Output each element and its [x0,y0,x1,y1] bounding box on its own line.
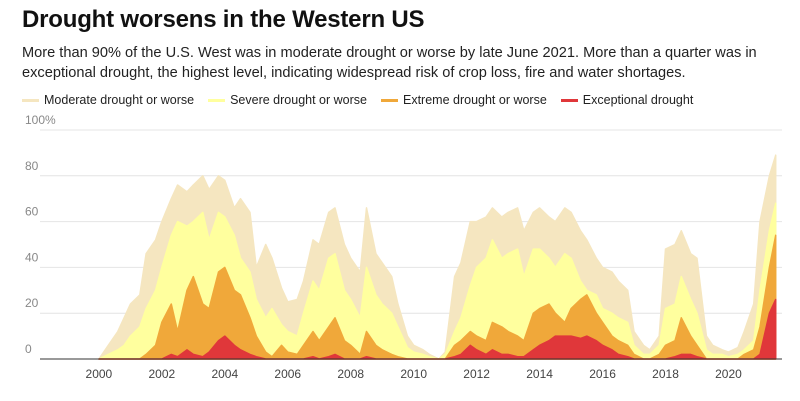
legend-swatch-moderate [22,98,39,102]
x-tick-label: 2006 [274,367,301,381]
x-tick-label: 2012 [463,367,490,381]
x-tick-label: 2020 [715,367,742,381]
y-tick-label: 100% [25,113,56,127]
x-tick-label: 2000 [86,367,113,381]
y-tick-label: 20 [25,296,39,310]
x-tick-label: 2002 [148,367,175,381]
x-tick-label: 2004 [211,367,238,381]
legend: Moderate drought or worse Severe drought… [22,93,707,107]
chart-subtitle: More than 90% of the U.S. West was in mo… [22,45,757,81]
legend-item-severe: Severe drought or worse [208,93,367,107]
y-tick-label: 40 [25,250,39,264]
legend-label-moderate: Moderate drought or worse [44,93,195,107]
legend-item-extreme: Extreme drought or worse [380,93,547,107]
chart-title: Drought worsens in the Western US [22,6,425,33]
x-tick-label: 2018 [652,367,679,381]
y-tick-label: 80 [25,159,39,173]
x-tick-label: 2014 [526,367,553,381]
legend-item-exceptional: Exceptional drought [560,93,694,107]
legend-label-exceptional: Exceptional drought [582,93,694,107]
legend-label-extreme: Extreme drought or worse [402,93,547,107]
legend-swatch-severe [208,98,226,102]
x-tick-label: 2010 [400,367,427,381]
legend-label-severe: Severe drought or worse [230,93,367,107]
x-tick-label: 2016 [589,367,616,381]
legend-item-moderate: Moderate drought or worse [22,93,194,107]
y-tick-label: 60 [25,205,39,219]
area-moderate-drought-or-worse [98,154,777,360]
area-severe-drought-or-worse [98,202,777,360]
legend-swatch-exceptional [560,98,578,102]
y-tick-label: 0 [25,342,32,356]
x-tick-label: 2008 [337,367,364,381]
legend-swatch-extreme [380,98,398,102]
